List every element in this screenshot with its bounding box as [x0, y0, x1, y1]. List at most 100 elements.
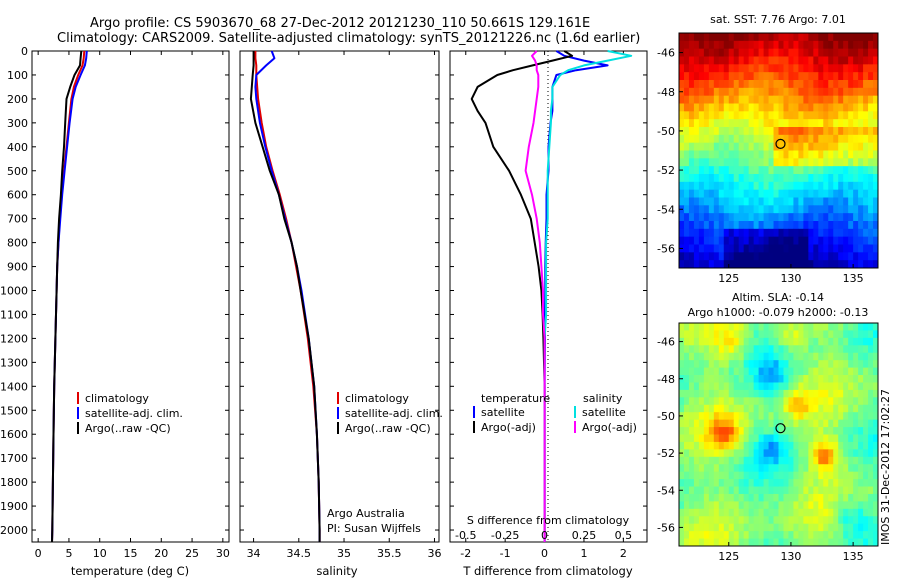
map-cell — [703, 486, 710, 495]
map-cell — [738, 493, 745, 502]
map-cell — [833, 56, 839, 65]
map-cell — [848, 181, 854, 191]
map-cell — [683, 441, 690, 450]
map-cell — [718, 33, 725, 42]
map-cell — [853, 95, 859, 104]
map-cell — [848, 197, 854, 206]
map-cell — [838, 367, 844, 376]
map-cell — [843, 119, 849, 128]
map-cell — [763, 419, 769, 428]
map-cell — [868, 419, 874, 428]
map-cell — [783, 456, 789, 465]
map-cell — [868, 181, 874, 191]
map-cell — [808, 205, 814, 214]
map-cell — [813, 158, 819, 167]
map-cell — [853, 508, 859, 517]
map-cell — [783, 119, 789, 128]
map-cell — [858, 523, 864, 532]
map-cell — [743, 95, 750, 104]
map-cell — [738, 441, 745, 450]
map-cell — [828, 397, 834, 406]
map-cell — [758, 412, 764, 421]
map-cell — [828, 523, 834, 532]
map-cell — [863, 48, 869, 57]
map-cell — [843, 260, 849, 269]
map-cell — [828, 127, 834, 136]
map-cell — [708, 87, 715, 97]
map-cell — [743, 330, 750, 339]
temperature-tick-label: 5 — [65, 547, 72, 560]
map-cell — [763, 493, 769, 502]
map-cell — [733, 166, 740, 175]
map-cell — [768, 111, 774, 120]
map-cell — [833, 127, 839, 136]
map-cell — [803, 397, 809, 406]
map-cell — [773, 236, 779, 245]
map-cells — [679, 323, 879, 547]
map-cell — [713, 479, 720, 487]
map-cell — [808, 471, 814, 480]
map-cell — [773, 87, 779, 97]
map-cell — [823, 538, 829, 547]
map-cell — [823, 142, 829, 151]
map-cell — [793, 236, 799, 245]
map-cell — [863, 389, 869, 398]
map-cell — [868, 33, 874, 42]
map-cell — [813, 516, 819, 525]
map-cell — [843, 441, 849, 450]
map-cell — [763, 56, 769, 65]
map-cell — [693, 323, 700, 331]
map-cell — [708, 531, 715, 539]
map-cell — [803, 221, 809, 230]
map-cell — [718, 501, 725, 510]
map-cell — [768, 382, 774, 391]
map-cell — [818, 119, 824, 128]
map-cell — [828, 158, 834, 167]
map-cell — [743, 389, 750, 398]
t-difference-tick-label: -1 — [500, 547, 511, 560]
map-cell — [748, 501, 755, 510]
map-cell — [748, 479, 755, 487]
map-cell — [733, 516, 740, 525]
map-cell — [698, 471, 705, 480]
map-cell — [763, 412, 769, 421]
map-cell — [868, 434, 874, 443]
map-cell — [823, 127, 829, 136]
map-cell — [728, 189, 735, 198]
map-cell — [823, 531, 829, 539]
map-cell — [758, 236, 764, 245]
map-cell — [763, 260, 769, 269]
map-cell — [808, 260, 814, 269]
map-cell — [853, 33, 859, 42]
map-cell — [763, 40, 769, 50]
map-cell — [748, 33, 755, 42]
map-cell — [813, 449, 819, 458]
map-cell — [748, 158, 755, 167]
map-cell — [723, 166, 730, 175]
map-cell — [683, 181, 690, 191]
map-cell — [818, 181, 824, 191]
legend-label-s-argo: Argo(-adj) — [582, 421, 637, 434]
map-cell — [748, 103, 755, 112]
map-cell — [738, 486, 745, 495]
map-cell — [679, 389, 685, 398]
map-cell — [713, 516, 720, 525]
difference-y-ticks — [450, 50, 647, 531]
map-cell — [683, 111, 690, 120]
map-cell — [768, 33, 774, 42]
map-cell — [723, 486, 730, 495]
map-cell — [738, 48, 745, 57]
map-cell — [683, 166, 690, 175]
map-cell — [713, 375, 720, 383]
map-cell — [863, 538, 869, 547]
map-cell — [793, 404, 799, 413]
map-cell — [723, 375, 730, 383]
map-cell — [788, 181, 794, 191]
map-cell — [693, 531, 700, 539]
map-cell — [728, 441, 735, 450]
map-cell — [858, 389, 864, 398]
map-cell — [863, 345, 869, 354]
map-cell — [708, 412, 715, 421]
map-cell — [763, 523, 769, 532]
map-cell — [688, 260, 695, 269]
